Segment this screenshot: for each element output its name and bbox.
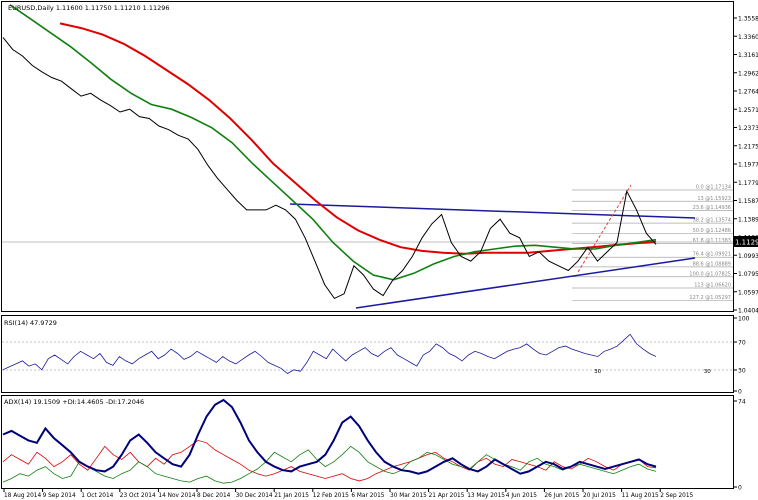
fib-level-label: 61.8 @1.11383 bbox=[693, 238, 731, 244]
price-tick-label: 1.07950 bbox=[738, 271, 758, 278]
price-tick-label: 1.21750 bbox=[738, 143, 758, 150]
price-series bbox=[2, 37, 657, 300]
date-tick-label: 21 Apr 2015 bbox=[429, 493, 465, 499]
upper-trendline bbox=[289, 203, 696, 219]
date-tick-label: 4 Jun 2015 bbox=[506, 493, 537, 499]
price-tick-label: 1.05970 bbox=[738, 289, 758, 296]
minus-di-line bbox=[2, 439, 657, 482]
adx-tick-label: 0 bbox=[738, 485, 742, 492]
date-tick-label: 13 May 2015 bbox=[467, 493, 505, 499]
price-tick-label: 1.19770 bbox=[738, 162, 758, 169]
rsi-marker-label: 30 bbox=[704, 369, 711, 375]
date-tick-label: 14 Nov 2014 bbox=[158, 493, 195, 499]
moving-average-green bbox=[9, 4, 657, 281]
date-tick-label: 11 Aug 2015 bbox=[622, 493, 659, 499]
lower-trendline bbox=[355, 257, 696, 309]
fib-level-label: 113 @1.06620 bbox=[694, 282, 731, 288]
rsi-tick-label: 0 bbox=[738, 389, 742, 396]
fib-level-label: 76.4 @1.09921 bbox=[693, 252, 731, 258]
moving-average-red bbox=[59, 22, 657, 255]
adx-axis: 74 0 bbox=[733, 399, 746, 492]
fib-level-label: 50.0 @1.12486 bbox=[693, 228, 731, 234]
rsi-tick-label: 70 bbox=[738, 340, 746, 347]
fibonacci-levels: 0.0 @1.17134 13 @1.15923 23.6 @1.14936 38.2… bbox=[572, 184, 733, 301]
price-tick-label: 1.04045 bbox=[738, 308, 758, 315]
fib-swing-line bbox=[577, 184, 632, 273]
price-tick-label: 1.25710 bbox=[738, 107, 758, 114]
rsi-axis: 100 70 30 0 bbox=[733, 316, 750, 396]
price-tick-label: 1.15870 bbox=[738, 198, 758, 205]
rsi-markers: 30 30 bbox=[594, 369, 711, 375]
rsi-line bbox=[2, 333, 657, 374]
price-tick-label: 1.13890 bbox=[738, 216, 758, 223]
price-tick-label: 1.27640 bbox=[738, 89, 758, 96]
price-tick-label: 1.23730 bbox=[738, 125, 758, 132]
date-tick-label: 23 Oct 2014 bbox=[120, 493, 156, 499]
rsi-panel-frame bbox=[1, 315, 734, 393]
adx-line bbox=[2, 398, 657, 475]
price-tick-label: 1.31610 bbox=[738, 52, 758, 59]
date-tick-label: 30 Mar 2015 bbox=[390, 493, 427, 499]
date-tick-label: 6 Mar 2015 bbox=[351, 493, 384, 499]
price-panel-frame bbox=[1, 1, 734, 312]
fib-level-label: 0.0 @1.17134 bbox=[696, 184, 731, 190]
fib-level-label: 100.0 @1.07825 bbox=[689, 271, 731, 277]
fib-level-label: 38.2 @1.13574 bbox=[693, 218, 731, 224]
date-tick-label: 2 Sep 2015 bbox=[660, 493, 693, 499]
price-tick-label: 1.17790 bbox=[738, 180, 758, 187]
date-axis: 18 Aug 2014 9 Sep 2014 1 Oct 2014 23 Oct 20… bbox=[3, 488, 694, 499]
date-tick-label: 1 Oct 2014 bbox=[81, 493, 113, 499]
date-tick-label: 12 Feb 2015 bbox=[313, 493, 349, 499]
fib-level-label: 13 @1.15923 bbox=[697, 196, 731, 202]
adx-panel-frame bbox=[1, 395, 734, 489]
date-tick-label: 30 Dec 2014 bbox=[236, 493, 273, 499]
price-header: EURUSD,Daily 1.11600 1.11750 1.11210 1.1… bbox=[8, 4, 170, 12]
date-tick-label: 21 Jan 2015 bbox=[274, 493, 309, 499]
price-axis: 1.35580 1.33600 1.31610 1.29620 1.27640 1.257… bbox=[733, 16, 758, 315]
date-tick-label: 18 Aug 2014 bbox=[4, 493, 41, 499]
date-tick-label: 20 Jul 2015 bbox=[583, 493, 616, 499]
price-tick-label: 1.35580 bbox=[738, 16, 758, 23]
adx-header: ADX(14) 19.1509 +DI:14.4605 -DI:17.2046 bbox=[4, 398, 144, 406]
rsi-header: RSI(14) 47.9729 bbox=[4, 319, 57, 327]
current-price-tag bbox=[733, 236, 758, 247]
rsi-tick-label: 100 bbox=[738, 316, 750, 323]
date-tick-label: 9 Sep 2014 bbox=[43, 493, 76, 499]
price-tick-label: 1.09930 bbox=[738, 253, 758, 260]
current-price-label: 1.11296 bbox=[735, 239, 758, 247]
plus-di-line bbox=[2, 445, 657, 484]
date-tick-label: 8 Dec 2014 bbox=[197, 493, 231, 499]
fib-level-label: 23.6 @1.14936 bbox=[693, 205, 731, 211]
rsi-tick-label: 30 bbox=[738, 368, 746, 375]
fib-level-label: 88.6 @1.08889 bbox=[693, 261, 731, 267]
fib-level-label: 127.2 @1.05297 bbox=[689, 295, 731, 301]
price-tick-label: 1.29620 bbox=[738, 70, 758, 77]
adx-tick-label: 74 bbox=[738, 399, 746, 406]
price-tick-label: 1.33600 bbox=[738, 34, 758, 41]
date-tick-label: 26 Jun 2015 bbox=[544, 493, 579, 499]
rsi-marker-label: 30 bbox=[594, 369, 601, 375]
